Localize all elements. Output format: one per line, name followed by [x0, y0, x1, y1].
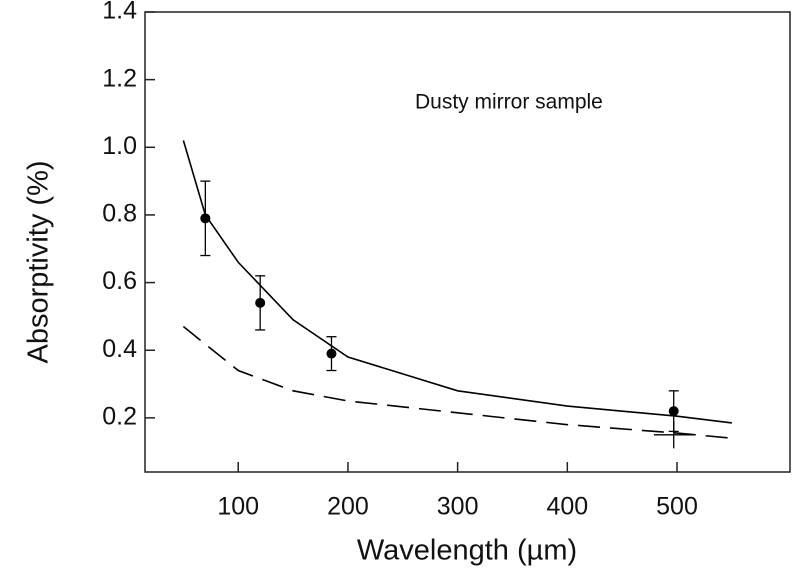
y-tick-label: 0.4 [102, 335, 137, 363]
data-point [255, 297, 266, 308]
x-tick-label: 400 [546, 493, 588, 521]
y-axis-label: Absorptivity (%) [23, 160, 55, 363]
x-tick-label: 300 [437, 493, 479, 521]
y-tick-label: 0.6 [102, 267, 137, 295]
data-point [326, 348, 337, 359]
x-tick-label: 100 [217, 493, 259, 521]
annotation: Dusty mirror sample [415, 91, 603, 114]
y-tick-label: 0.2 [102, 402, 137, 430]
curve [182, 325, 732, 439]
plot-frame [144, 11, 791, 473]
data-point [668, 406, 679, 417]
y-tick-label: 1.4 [102, 0, 137, 25]
data-point [200, 213, 211, 224]
curve [182, 140, 732, 424]
y-tick-label: 1.2 [102, 64, 137, 92]
x-tick-label: 200 [327, 493, 369, 521]
y-tick-label: 0.8 [102, 200, 137, 228]
y-tick-label: 1.0 [102, 132, 137, 160]
x-axis-label: Wavelength (µm) [357, 535, 577, 567]
x-tick-label: 500 [656, 493, 698, 521]
